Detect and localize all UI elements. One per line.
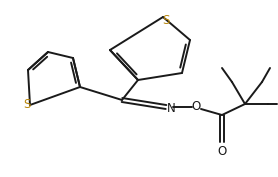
- Text: N: N: [167, 101, 176, 115]
- Text: S: S: [162, 13, 170, 27]
- Text: S: S: [23, 98, 31, 112]
- Text: O: O: [217, 145, 227, 158]
- Text: O: O: [191, 101, 201, 113]
